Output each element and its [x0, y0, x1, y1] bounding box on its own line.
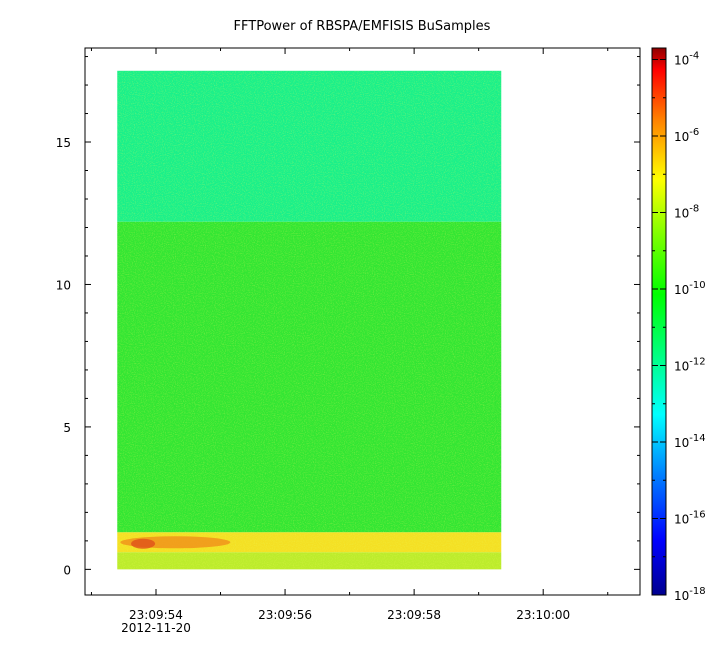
heatmap-speckle [117, 70, 502, 570]
colorbar-tick-label: 10-10 [674, 280, 706, 297]
colorbar-tick-label: 10-4 [674, 51, 699, 68]
x-tick-label: 23:09:56 [258, 608, 312, 622]
y-tick-label: 0 [63, 563, 71, 577]
colorbar-tick-label: 10-16 [674, 510, 706, 527]
heatmap-intense-core [131, 538, 156, 549]
colorbar-tick-label: 10-18 [674, 586, 706, 603]
y-axis: 0 5 10 15 [56, 56, 640, 577]
colorbar-gradient [651, 47, 667, 596]
colorbar-tick-label: 10-14 [674, 433, 706, 450]
x-tick-label: 23:10:00 [516, 608, 570, 622]
y-tick-label: 15 [56, 136, 71, 150]
spectrogram-heatmap [117, 70, 502, 570]
x-axis: 23:09:54 23:09:56 23:09:58 23:10:00 2012-11-… [90, 48, 609, 635]
colorbar-tick-label: 10-6 [674, 127, 699, 144]
y-tick-label: 10 [56, 278, 71, 292]
x-tick-label: 23:09:54 [129, 608, 183, 622]
colorbar-tick-label: 10-12 [674, 357, 706, 374]
x-tick-label: 23:09:58 [387, 608, 441, 622]
y-tick-label: 5 [63, 421, 71, 435]
chart-title: FFTPower of RBSPA/EMFISIS BuSamples [234, 19, 491, 34]
colorbar: 10-4 10-6 10-8 10-10 10-12 10-14 10-16 10-18 [651, 47, 706, 603]
x-date-label: 2012-11-20 [121, 621, 191, 635]
colorbar-tick-label: 10-8 [674, 204, 699, 221]
